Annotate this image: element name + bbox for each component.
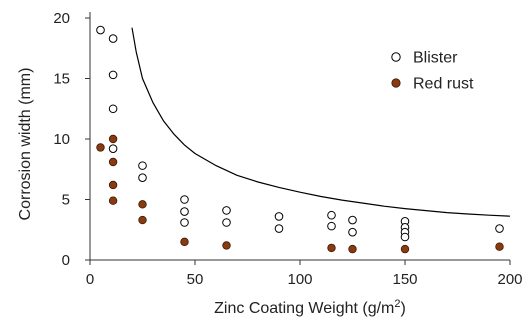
red-rust-point (96, 143, 105, 152)
blister-point (138, 161, 147, 170)
chart-marks (96, 25, 511, 254)
blister-point (138, 173, 147, 183)
blister-point (96, 25, 105, 35)
y-tick-label: 10 (53, 131, 70, 148)
blister-point (495, 224, 504, 233)
red-rust-point (108, 196, 118, 205)
blister-point (108, 104, 118, 114)
y-axis-label: Corrosion width (mm) (17, 68, 34, 221)
red-rust-point (495, 242, 504, 251)
red-rust-point (180, 237, 189, 247)
y-tick-label: 15 (53, 71, 70, 88)
legend: Blister Red rust (391, 50, 474, 93)
legend-label: Blister (413, 50, 458, 67)
blister-point (180, 195, 189, 204)
blister-point (274, 224, 284, 233)
blister-point (348, 227, 357, 237)
red-rust-point (138, 215, 147, 225)
blister-point (222, 206, 231, 215)
y-tick-label: 0 (62, 252, 70, 269)
red-rust-point (108, 134, 118, 144)
x-tick-label: 100 (287, 271, 312, 288)
blister-point (400, 232, 410, 242)
legend-label: Red rust (413, 76, 474, 93)
boundary-curve (131, 27, 511, 217)
blister-point (108, 144, 118, 153)
x-tick-label: 0 (86, 271, 94, 288)
blister-point (327, 210, 336, 220)
blister-point (180, 218, 189, 227)
blister-point (108, 70, 118, 80)
red-rust-point (327, 243, 336, 253)
blister-point (327, 221, 336, 231)
x-tick-label: 50 (187, 271, 204, 288)
x-axis-label: Zinc Coating Weight (g/m2) (214, 298, 406, 317)
y-tick-label: 5 (62, 192, 70, 209)
red-rust-point (138, 200, 147, 209)
blister-point (108, 34, 118, 43)
red-rust-point (108, 157, 118, 167)
y-tick-label: 20 (53, 10, 70, 27)
legend-blister-marker (391, 52, 401, 62)
x-tick-label: 150 (392, 271, 417, 288)
red-rust-point (400, 244, 410, 254)
blister-point (274, 212, 284, 221)
red-rust-point (222, 241, 231, 250)
blister-point (222, 218, 231, 227)
x-tick-label: 200 (497, 271, 522, 288)
red-rust-point (348, 244, 357, 254)
blister-point (348, 215, 357, 225)
legend-red-rust-marker (391, 78, 401, 88)
blister-point (180, 207, 189, 216)
red-rust-point (108, 180, 118, 190)
